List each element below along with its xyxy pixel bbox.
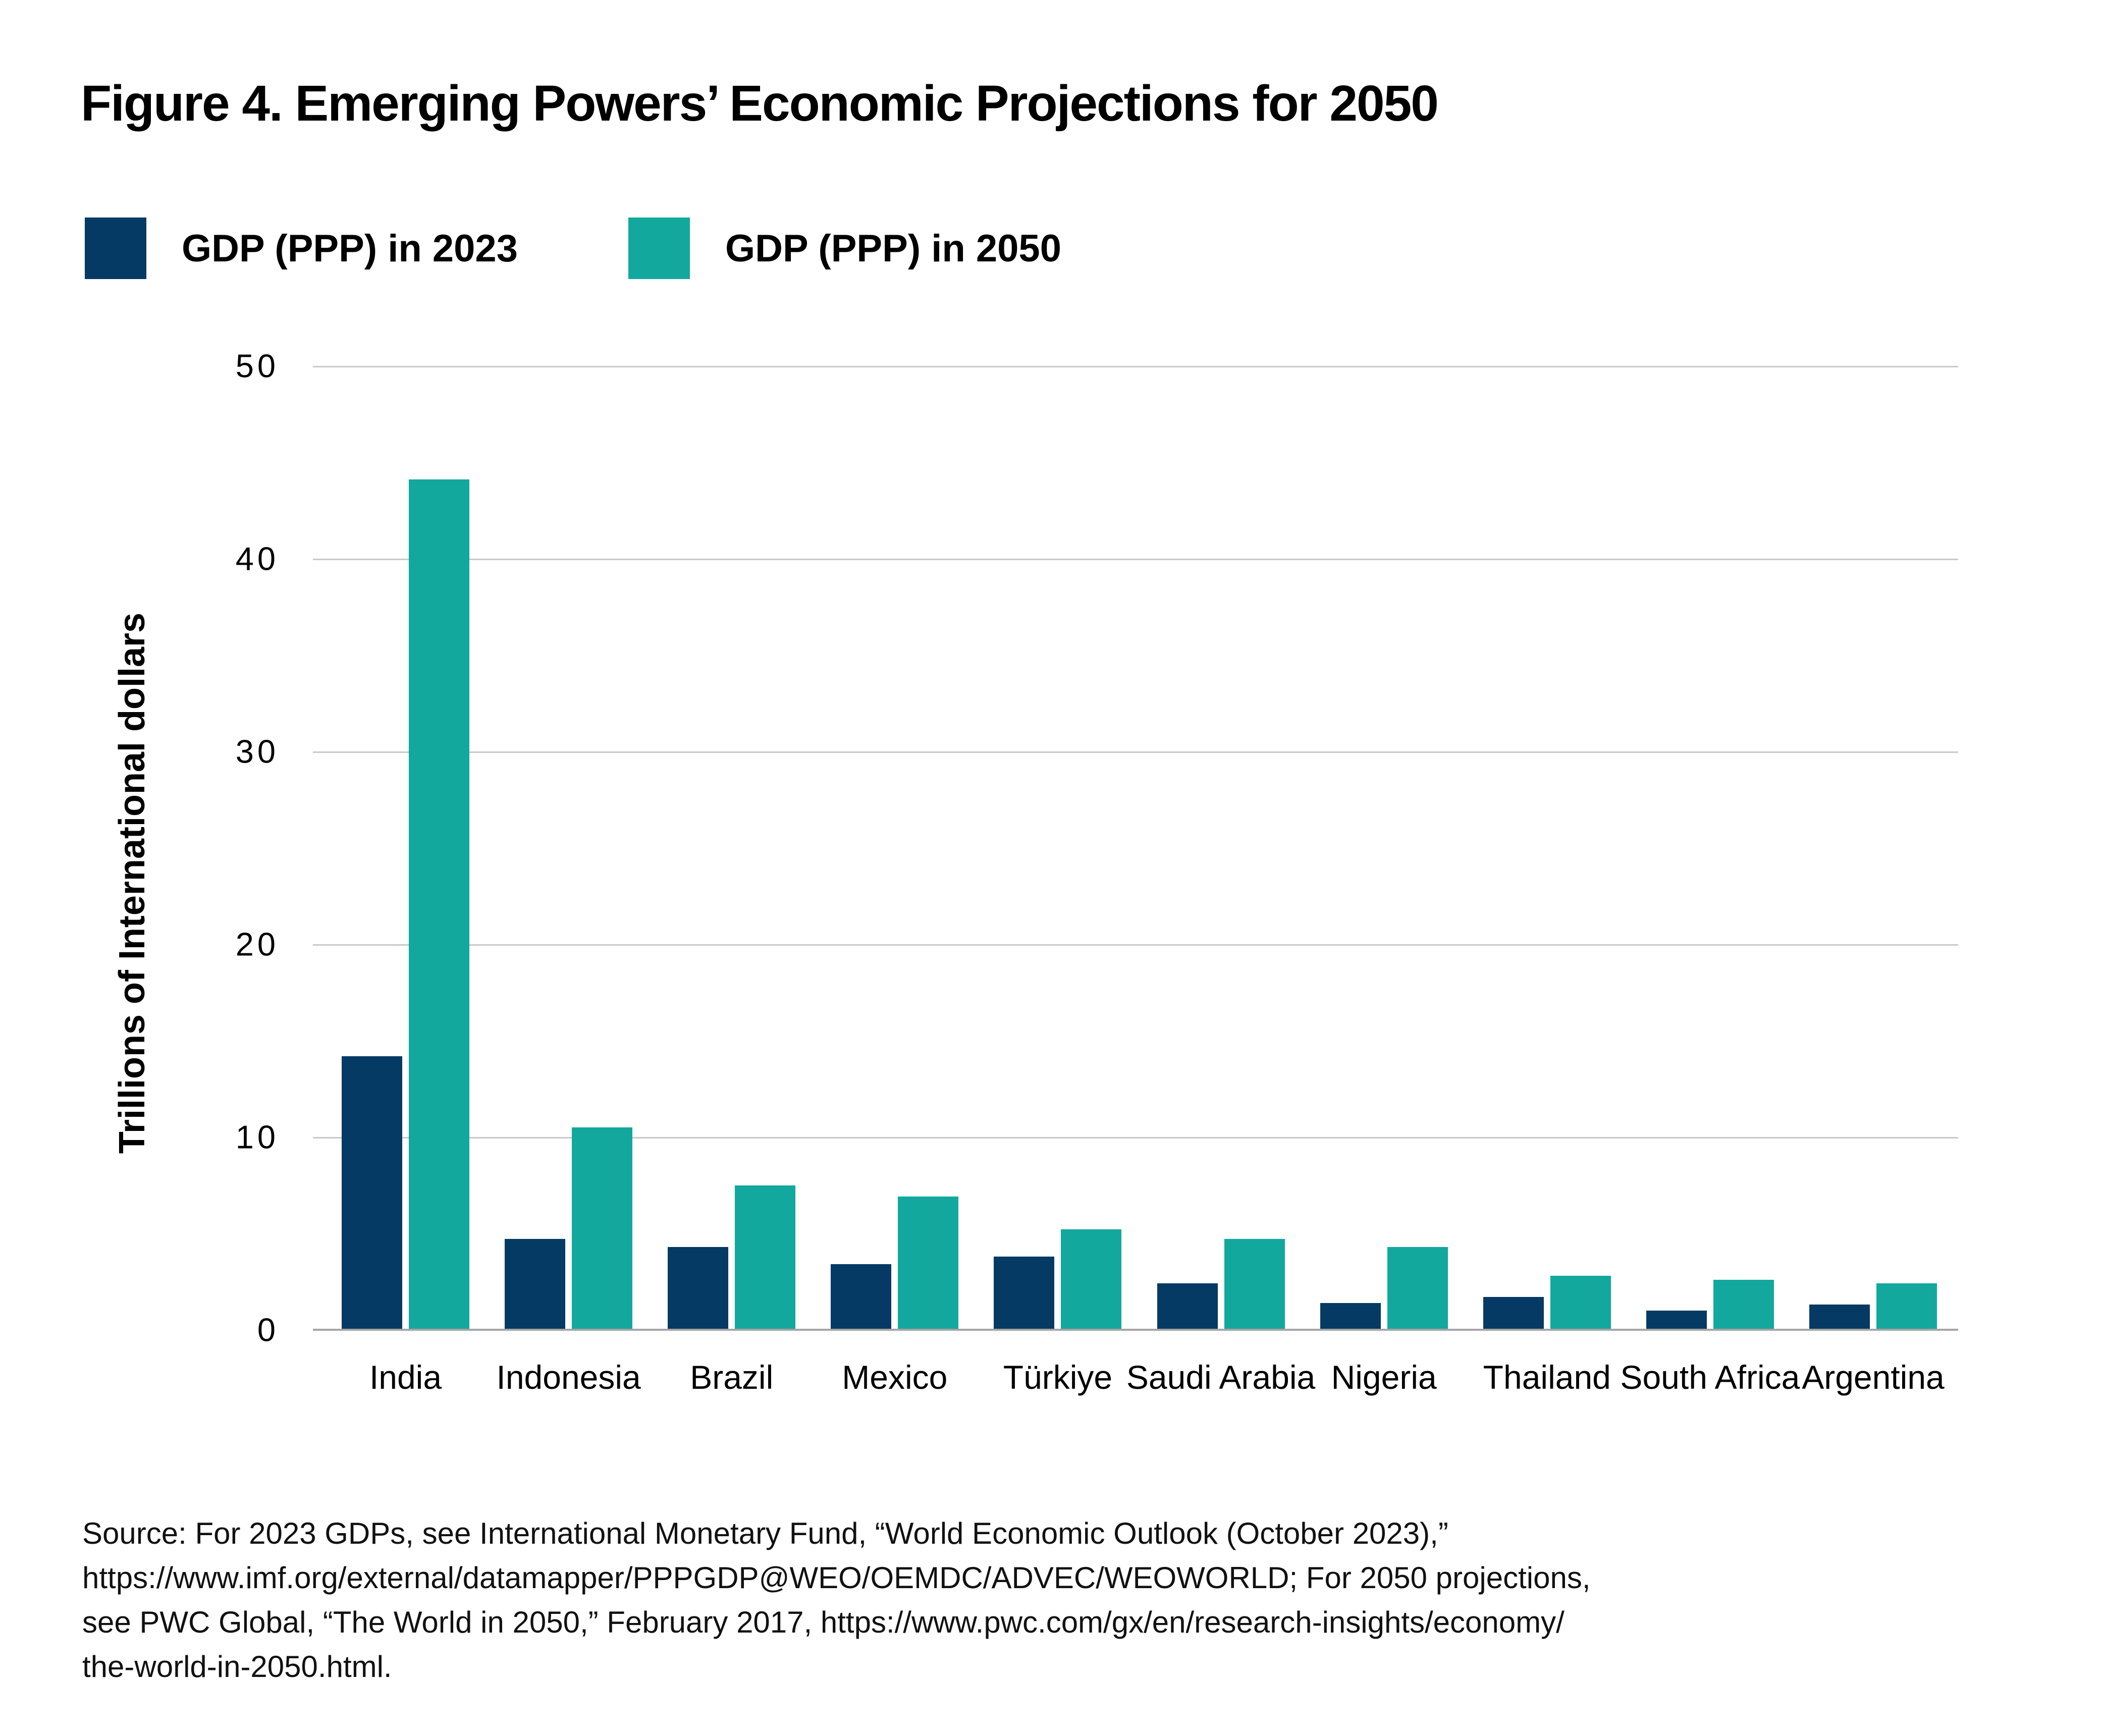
bar-2050-argentina xyxy=(1876,1283,1937,1330)
bar-2023-turkiye xyxy=(994,1256,1055,1330)
gridline-30 xyxy=(313,751,1958,753)
legend-label-2023: GDP (PPP) in 2023 xyxy=(182,227,518,270)
y-tick-50: 50 xyxy=(235,347,279,385)
legend-item-2050: GDP (PPP) in 2050 xyxy=(628,218,1061,279)
bar-2050-india xyxy=(409,479,469,1330)
bar-group-india: India xyxy=(342,366,469,1396)
x-label-thailand: Thailand xyxy=(1483,1359,1611,1396)
bar-group-saudi-arabia: Saudi Arabia xyxy=(1126,366,1315,1396)
x-label-india: India xyxy=(369,1359,442,1396)
y-tick-10: 10 xyxy=(235,1118,279,1156)
legend-label-2050: GDP (PPP) in 2050 xyxy=(725,227,1061,270)
source-line: Source: For 2023 GDPs, see International… xyxy=(82,1516,1448,1550)
gridline-40 xyxy=(313,559,1958,560)
y-tick-40: 40 xyxy=(235,540,279,577)
x-axis-line xyxy=(313,1329,1958,1331)
x-label-indonesia: Indonesia xyxy=(496,1359,641,1396)
x-label-south-africa: South Africa xyxy=(1620,1359,1800,1396)
bar-2023-indonesia xyxy=(505,1239,566,1330)
bar-2023-south-africa xyxy=(1646,1310,1707,1330)
bar-group-argentina: Argentina xyxy=(1802,366,1945,1396)
source-line: see PWC Global, “The World in 2050,” Feb… xyxy=(82,1605,1565,1639)
legend-swatch-2023 xyxy=(85,218,146,279)
bar-2023-india xyxy=(342,1056,402,1330)
legend-swatch-2050 xyxy=(628,218,690,279)
bar-2023-thailand xyxy=(1483,1297,1544,1330)
bar-group-brazil: Brazil xyxy=(668,366,796,1396)
bar-2050-mexico xyxy=(898,1197,959,1330)
bar-group-south-africa: South Africa xyxy=(1620,366,1800,1396)
bar-group-nigeria: Nigeria xyxy=(1320,366,1448,1396)
bar-2023-nigeria xyxy=(1320,1303,1381,1330)
legend: GDP (PPP) in 2023 GDP (PPP) in 2050 xyxy=(85,218,1801,279)
bar-2023-argentina xyxy=(1809,1305,1870,1330)
x-label-mexico: Mexico xyxy=(842,1359,948,1396)
y-tick-30: 30 xyxy=(235,733,279,770)
y-axis-title: Trillions of International dollars xyxy=(112,612,152,1154)
figure-title: Figure 4. Emerging Powers’ Economic Proj… xyxy=(81,75,1439,132)
bar-group-indonesia: Indonesia xyxy=(496,366,641,1396)
source-line: https://www.imf.org/external/datamapper/… xyxy=(82,1561,1591,1595)
x-label-saudi-arabia: Saudi Arabia xyxy=(1126,1359,1316,1396)
bar-2050-saudi-arabia xyxy=(1224,1239,1285,1330)
x-label-argentina: Argentina xyxy=(1802,1359,1945,1396)
bar-2023-brazil xyxy=(668,1246,729,1330)
gridline-20 xyxy=(313,944,1958,946)
gridline-10 xyxy=(313,1137,1958,1138)
x-label-brazil: Brazil xyxy=(690,1359,774,1396)
y-tick-0: 0 xyxy=(257,1311,279,1348)
y-tick-20: 20 xyxy=(235,926,279,963)
bar-group-turkiye: Türkiye xyxy=(994,366,1122,1396)
bar-2050-south-africa xyxy=(1713,1279,1774,1330)
bar-2050-thailand xyxy=(1550,1276,1611,1330)
gridline-50 xyxy=(313,366,1958,367)
legend-item-2023: GDP (PPP) in 2023 xyxy=(85,218,518,279)
bar-2050-turkiye xyxy=(1061,1229,1122,1330)
source-note: Source: For 2023 GDPs, see International… xyxy=(82,1511,1591,1689)
bar-2050-nigeria xyxy=(1387,1246,1448,1330)
bar-2023-saudi-arabia xyxy=(1157,1283,1218,1330)
x-label-turkiye: Türkiye xyxy=(1003,1359,1113,1396)
bar-2023-mexico xyxy=(831,1264,892,1330)
plot-area: India Indonesia Brazil Mexico Türkiye Saudi A… xyxy=(313,366,1958,1396)
x-label-nigeria: Nigeria xyxy=(1331,1359,1437,1396)
bar-2050-indonesia xyxy=(572,1127,633,1330)
bar-group-thailand: Thailand xyxy=(1483,366,1611,1396)
source-line: the-world-in-2050.html. xyxy=(82,1650,392,1684)
bar-group-mexico: Mexico xyxy=(831,366,959,1396)
bar-2050-brazil xyxy=(735,1185,796,1330)
bars-row: India Indonesia Brazil Mexico Türkiye Saudi A… xyxy=(313,366,1958,1396)
